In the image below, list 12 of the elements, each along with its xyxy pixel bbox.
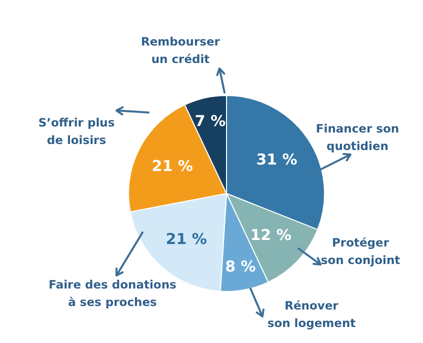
data-label: 21 % <box>166 230 207 248</box>
slice-label: Protéger son conjoint <box>320 236 401 267</box>
data-label: 21 % <box>152 156 193 175</box>
slice-label: Rembourser un crédit <box>141 34 220 66</box>
data-label: 12 % <box>250 226 292 244</box>
slice-label: Rénover son logement <box>267 298 356 330</box>
data-label: 31 % <box>256 150 298 168</box>
slice-label: S’offrir plus de loisirs <box>38 116 115 147</box>
slice-label: Faire des donations à ses proches <box>48 278 176 309</box>
data-label: 8 % <box>225 258 256 276</box>
slice-label: Financer son quotidien <box>316 122 400 153</box>
data-label: 7 % <box>194 112 226 130</box>
